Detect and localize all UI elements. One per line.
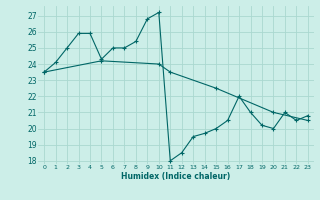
X-axis label: Humidex (Indice chaleur): Humidex (Indice chaleur) [121, 172, 231, 181]
